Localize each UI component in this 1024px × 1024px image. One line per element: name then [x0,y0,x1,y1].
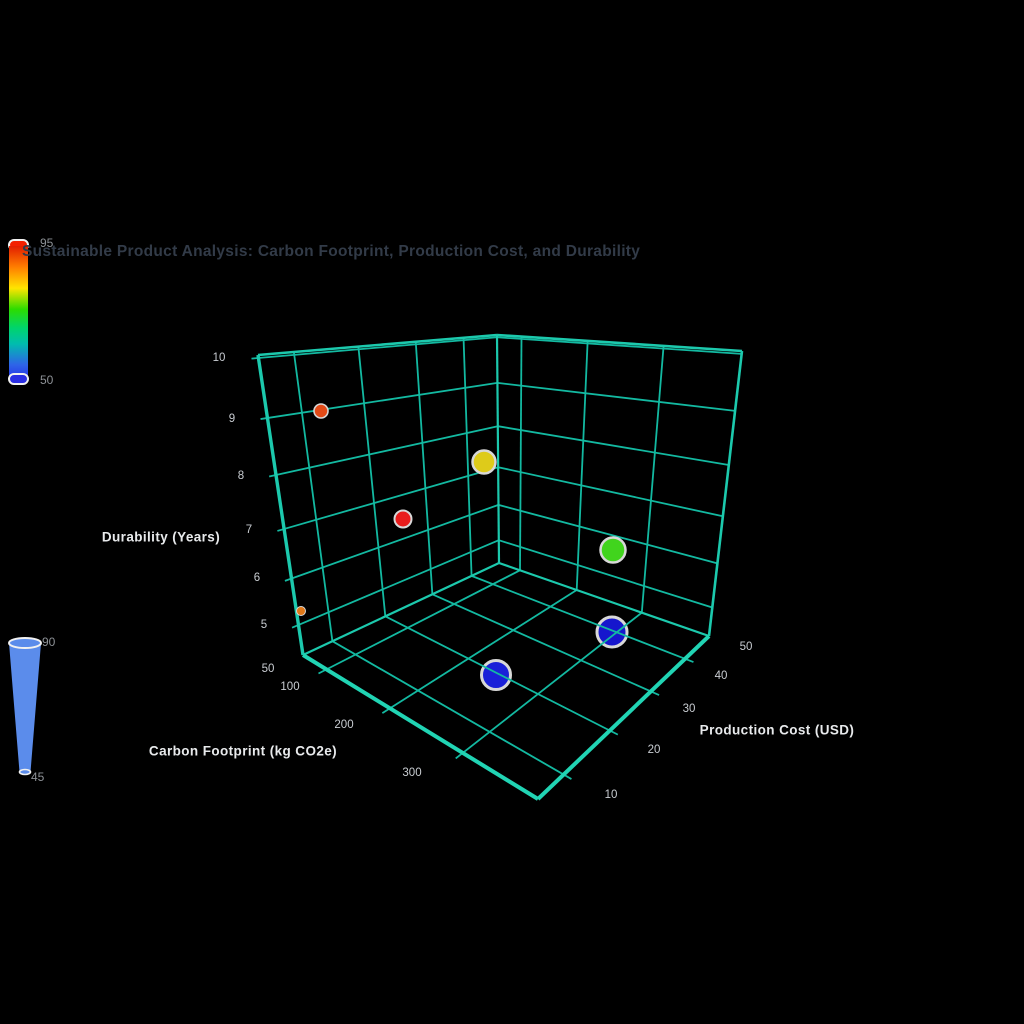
bubble-point[interactable] [480,659,512,691]
z-tick-label: 6 [253,572,261,584]
grid-line [381,589,578,714]
y-axis-title: Production Cost (USD) [699,722,855,738]
grid-line [455,611,643,760]
grid-line [431,593,660,696]
bubble-point[interactable] [393,509,413,529]
grid-line [291,539,500,629]
grid-line [357,346,387,617]
grid-line [471,575,694,663]
x-tick-label: 200 [334,719,354,731]
grid-line [498,561,710,638]
chart-title: Sustainable Product Analysis: Carbon Foo… [22,243,641,260]
bubble-point[interactable] [595,615,629,649]
y-tick-label: 20 [647,744,661,756]
grid-line [302,562,500,656]
colorbar-min-label: 50 [40,373,54,387]
bubble-point[interactable] [599,536,627,564]
y-tick-label: 30 [682,703,696,715]
size-legend-cone-top [8,637,42,649]
grid-line [257,333,498,357]
grid-line [519,336,523,571]
size-legend-max-label: 90 [42,635,56,649]
grid-line [260,381,498,420]
grid-line [384,615,619,736]
grid-line [495,334,501,564]
grid-line [414,341,434,595]
colorbar-min-cap [8,373,29,385]
y-tick-label: 40 [714,670,728,682]
z-tick-label: 8 [237,470,245,482]
bubble-point[interactable] [313,403,329,419]
grid-line [301,653,540,801]
grid-line [292,351,334,642]
z-axis-title: Durability (Years) [101,529,221,545]
grid-line [640,345,665,613]
x-tick-label: 100 [280,681,300,693]
grid-line [256,354,305,656]
z-tick-label: 9 [228,413,236,425]
grid-line [251,336,498,360]
grid-line [496,333,743,353]
grid-line [536,634,711,801]
bubble-point[interactable] [471,449,497,475]
colorbar-gradient [9,246,28,378]
grid-line [318,569,521,675]
size-legend-cone [9,643,41,775]
colorbar-max-label: 95 [40,236,54,250]
grid-line [497,466,724,518]
bubble-point[interactable] [296,606,306,616]
size-legend-min-label: 45 [31,770,45,784]
z-tick-label: 7 [245,524,253,536]
grid-line [498,539,713,609]
score-colorbar [8,239,29,385]
grid-line [284,504,499,582]
grid-line [707,350,744,637]
x-tick-label: 300 [402,767,422,779]
z-tick-label: 5 [260,619,268,631]
grid-line [277,466,499,532]
grid-line [498,503,718,565]
grid-line [497,425,729,466]
x-axis-title: Carbon Footprint (kg CO2e) [148,743,338,759]
y-tick-label: 10 [604,789,618,801]
grid-line [575,340,589,591]
grid-line [331,640,572,780]
grid-line [462,337,473,576]
z-tick-label: 10 [212,352,226,364]
grid-line [497,381,736,412]
grid-line [496,336,742,355]
grid-line [268,425,498,478]
size-legend-cone-bottom [18,768,32,776]
x-tick-label: 50 [261,663,275,675]
y-tick-label: 50 [739,641,753,653]
